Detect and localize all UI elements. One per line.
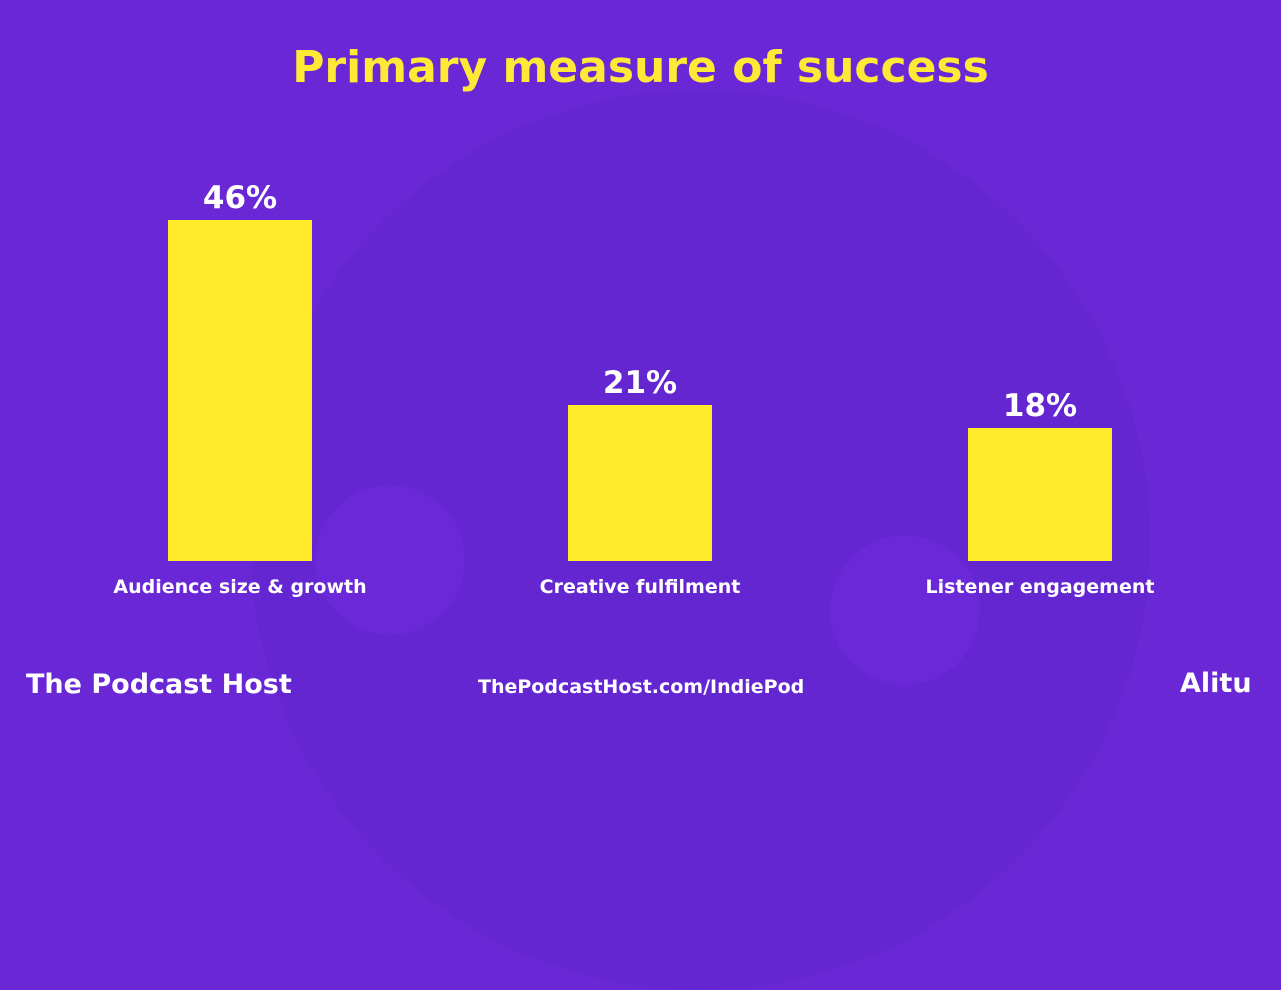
bar-category-label: Audience size & growth bbox=[113, 576, 367, 598]
bar-category-label: Listener engagement bbox=[925, 576, 1155, 598]
footer-url: ThePodcastHost.com/IndiePod bbox=[478, 676, 805, 698]
bar-value-label: 46% bbox=[202, 180, 278, 216]
bar-listener-engagement bbox=[968, 428, 1112, 561]
bar-category-label: Creative fulfilment bbox=[539, 576, 741, 598]
bar-value-label: 18% bbox=[1002, 388, 1078, 424]
chart-title: Primary measure of success bbox=[292, 42, 989, 93]
background-decor-circle bbox=[315, 485, 465, 635]
background-decor-circle bbox=[830, 535, 980, 685]
partner-logo: Alitu bbox=[1180, 668, 1252, 699]
bar-audience-size-growth bbox=[168, 220, 312, 561]
brand-logo: The Podcast Host bbox=[26, 669, 292, 700]
bar-value-label: 21% bbox=[602, 365, 678, 401]
bar-creative-fulfilment bbox=[568, 405, 712, 561]
